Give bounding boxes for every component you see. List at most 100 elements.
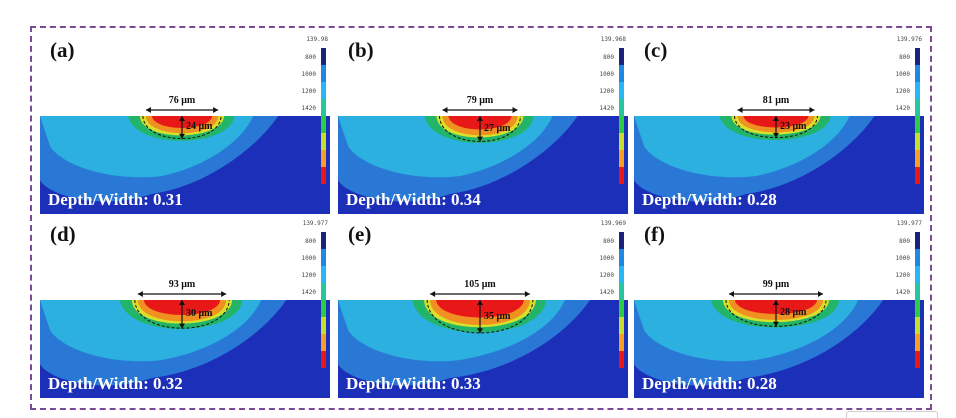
melt-depth-label: 28 μm <box>780 307 807 319</box>
legend-tick-label: 1200 <box>895 88 910 95</box>
legend-swatch <box>915 232 920 249</box>
legend-swatch <box>321 249 326 266</box>
panel-b: (b) 79 μm 27 μm Depth/Width: 0.34 139.968 800… <box>338 34 628 214</box>
legend-swatch <box>321 82 326 99</box>
color-legend: 139.968 800 1000 1200 1420 <box>582 36 626 196</box>
legend-swatch <box>619 300 624 317</box>
panel-d: (d) 93 μm 30 μm Depth/Width: 0.32 139.977 800… <box>40 218 330 398</box>
legend-swatch <box>321 150 326 167</box>
legend-tick-label: 1420 <box>895 105 910 112</box>
legend-tick-label: 800 <box>899 54 910 61</box>
width-arrowhead-right <box>524 291 530 297</box>
color-legend: 139.977 800 1000 1200 1420 <box>878 220 922 380</box>
panel-label: (e) <box>348 222 372 246</box>
figure-frame <box>30 26 932 410</box>
legend-swatch <box>321 266 326 283</box>
legend-swatch <box>619 317 624 334</box>
melt-width-label: 79 μm <box>466 95 494 106</box>
legend-tick-label: 800 <box>603 238 614 245</box>
panel-c: (c) 81 μm 23 μm Depth/Width: 0.28 139.976 800… <box>634 34 924 214</box>
legend-tick-label: 1200 <box>301 272 316 279</box>
thermal-field <box>634 291 924 398</box>
width-arrowhead-left <box>430 291 436 297</box>
legend-swatch <box>321 232 326 249</box>
depth-width-ratio: Depth/Width: 0.32 <box>48 374 183 393</box>
legend-tick-label: 1420 <box>599 289 614 296</box>
panel-e: (e) 105 μm 35 μm Depth/Width: 0.33 139.969 80… <box>338 218 628 398</box>
thermal-field <box>634 107 924 214</box>
legend-tick-label: 1420 <box>895 289 910 296</box>
melt-width-label: 105 μm <box>464 279 496 290</box>
legend-swatch <box>619 133 624 150</box>
legend-swatch <box>915 82 920 99</box>
legend-max-value: 139.976 <box>896 36 922 43</box>
legend-swatch <box>915 150 920 167</box>
legend-tick-label: 1000 <box>599 71 614 78</box>
panel-f: (f) 99 μm 28 μm Depth/Width: 0.28 139.977 800… <box>634 218 924 398</box>
depth-width-ratio: Depth/Width: 0.33 <box>346 374 481 393</box>
depth-arrowhead-bottom <box>477 136 483 142</box>
depth-width-ratio: Depth/Width: 0.28 <box>642 190 777 209</box>
panel-label: (c) <box>644 38 668 62</box>
legend-tick-label: 1420 <box>599 105 614 112</box>
legend-tick-label: 800 <box>603 54 614 61</box>
legend-tick-label: 800 <box>899 238 910 245</box>
depth-arrowhead-bottom <box>179 323 185 329</box>
depth-arrowhead-top <box>179 116 185 121</box>
melt-width-label: 81 μm <box>762 95 790 106</box>
depth-arrowhead-bottom <box>477 328 483 334</box>
thermal-field <box>40 291 330 398</box>
legend-swatch <box>915 65 920 82</box>
melt-depth-label: 35 μm <box>484 310 511 322</box>
legend-swatch <box>619 351 624 368</box>
melt-depth-label: 23 μm <box>780 120 807 132</box>
color-legend: 139.98 800 1000 1200 1420 <box>284 36 328 196</box>
legend-swatch <box>915 266 920 283</box>
legend-swatch <box>915 300 920 317</box>
legend-swatch <box>619 116 624 133</box>
depth-arrowhead-bottom <box>179 133 185 139</box>
legend-tick-label: 800 <box>305 54 316 61</box>
melt-depth-label: 30 μm <box>186 308 213 320</box>
legend-tick-label: 800 <box>305 238 316 245</box>
melt-width-label: 76 μm <box>168 95 196 106</box>
legend-tick-label: 1000 <box>301 71 316 78</box>
depth-arrowhead-top <box>477 116 483 121</box>
legend-swatch <box>321 351 326 368</box>
melt-depth-label: 24 μm <box>186 121 213 133</box>
legend-swatch <box>619 48 624 65</box>
panel-label: (d) <box>50 222 76 246</box>
melt-width-label: 93 μm <box>168 279 196 290</box>
width-arrowhead-left <box>137 291 143 297</box>
width-arrowhead-left <box>145 107 151 113</box>
melt-pool-boundary <box>426 299 534 334</box>
legend-swatch <box>321 317 326 334</box>
width-arrowhead-right <box>818 291 824 297</box>
legend-swatch <box>321 133 326 150</box>
panel-label: (f) <box>644 222 665 246</box>
depth-arrowhead-bottom <box>773 321 779 327</box>
legend-swatch <box>915 317 920 334</box>
legend-swatch <box>619 283 624 300</box>
legend-swatch <box>321 283 326 300</box>
corner-button[interactable] <box>846 411 938 418</box>
legend-swatch <box>321 167 326 184</box>
thermal-field <box>338 107 628 214</box>
thermal-field <box>338 291 628 398</box>
depth-arrowhead-top <box>477 300 483 305</box>
legend-swatch <box>619 82 624 99</box>
legend-max-value: 139.968 <box>600 36 626 43</box>
legend-max-value: 139.977 <box>896 220 922 227</box>
legend-tick-label: 1200 <box>599 272 614 279</box>
color-legend: 139.976 800 1000 1200 1420 <box>878 36 922 196</box>
width-arrowhead-right <box>512 107 518 113</box>
legend-swatch <box>915 283 920 300</box>
panel-a: (a) 76 μm 24 μm Depth/Width: 0.31 139.98 800 1… <box>40 34 330 214</box>
legend-tick-label: 1200 <box>599 88 614 95</box>
legend-swatch <box>619 150 624 167</box>
color-legend: 139.969 800 1000 1200 1420 <box>582 220 626 380</box>
legend-swatch <box>619 232 624 249</box>
depth-arrowhead-top <box>773 116 779 121</box>
legend-swatch <box>321 300 326 317</box>
legend-swatch <box>619 167 624 184</box>
